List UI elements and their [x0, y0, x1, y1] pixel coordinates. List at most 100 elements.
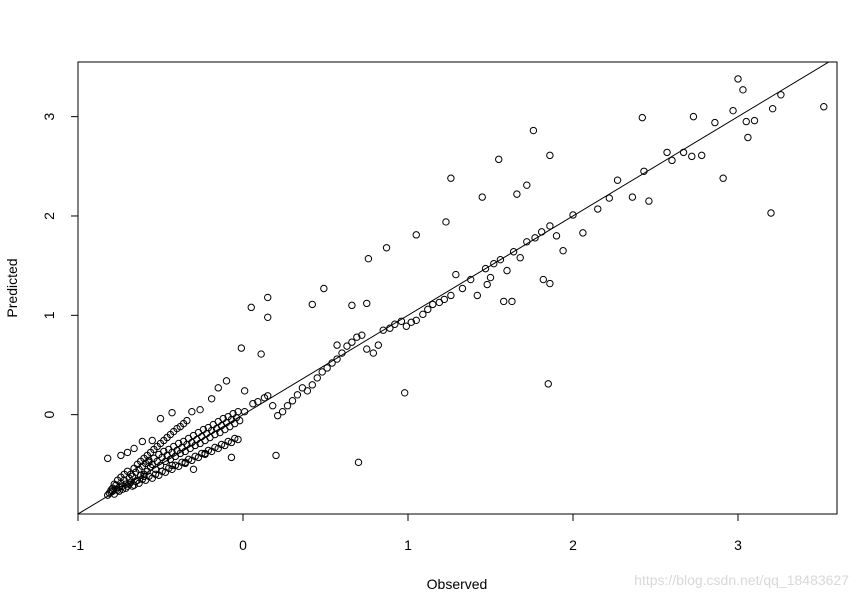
data-point	[407, 318, 415, 326]
data-point	[668, 156, 676, 165]
data-point	[539, 275, 547, 284]
data-point	[458, 284, 467, 293]
data-point	[240, 387, 249, 395]
data-point	[663, 148, 671, 157]
data-point	[486, 273, 495, 282]
data-point	[168, 408, 176, 417]
data-point	[397, 317, 406, 325]
x-tick-label: 1	[404, 537, 412, 553]
data-point	[117, 451, 125, 460]
data-point	[189, 465, 198, 473]
data-point	[264, 392, 272, 400]
data-point	[211, 443, 219, 452]
data-point	[123, 448, 132, 457]
data-point	[447, 291, 455, 300]
x-tick-label: -1	[72, 537, 85, 553]
data-point	[374, 341, 382, 349]
data-point	[364, 254, 373, 263]
data-point	[320, 284, 328, 293]
data-point	[546, 279, 554, 288]
data-point	[379, 326, 387, 334]
data-point	[288, 397, 297, 405]
data-point	[181, 458, 189, 467]
data-point	[645, 197, 653, 205]
data-point	[214, 384, 222, 392]
y-tick-label: 3	[41, 113, 57, 121]
data-point	[178, 458, 186, 467]
data-point	[473, 291, 481, 300]
data-point	[196, 405, 204, 414]
data-point	[249, 400, 257, 408]
data-point	[447, 174, 455, 182]
data-point	[698, 151, 706, 160]
x-tick-label: 2	[569, 537, 577, 553]
data-point	[138, 437, 147, 446]
data-point	[640, 167, 648, 175]
data-point	[391, 320, 399, 328]
data-point	[424, 305, 432, 314]
data-point	[183, 416, 191, 425]
data-point	[579, 229, 587, 237]
data-point	[198, 449, 206, 458]
data-point	[777, 91, 785, 99]
data-point	[348, 301, 356, 310]
data-point	[363, 345, 371, 353]
data-point	[168, 461, 176, 470]
data-point	[552, 232, 561, 240]
data-point	[719, 174, 727, 182]
data-point	[546, 151, 554, 160]
x-tick-label: 3	[734, 537, 742, 553]
data-point	[127, 470, 135, 478]
data-point	[264, 313, 272, 322]
data-point	[283, 402, 292, 410]
data-point	[303, 387, 312, 395]
data-point	[490, 259, 498, 268]
data-point	[130, 444, 138, 453]
data-point	[353, 333, 361, 341]
data-point	[171, 461, 180, 470]
data-point	[269, 402, 277, 410]
data-point	[151, 470, 160, 478]
data-point	[496, 255, 505, 264]
data-point	[742, 117, 750, 126]
data-point	[442, 218, 450, 226]
data-point	[503, 266, 511, 275]
data-point	[254, 398, 262, 406]
data-point	[234, 435, 242, 444]
data-point	[744, 133, 752, 142]
data-point	[546, 222, 554, 230]
data-point	[429, 300, 437, 309]
data-point	[247, 303, 255, 312]
data-point	[224, 437, 232, 446]
x-axis: -1 0 1 2 3	[72, 514, 742, 553]
data-point	[348, 338, 356, 346]
data-point	[158, 467, 166, 475]
data-point	[688, 152, 696, 161]
data-point	[768, 104, 777, 113]
data-point	[513, 190, 521, 198]
data-point	[333, 355, 341, 363]
data-point	[739, 86, 747, 94]
data-point	[508, 297, 516, 306]
data-point	[495, 155, 503, 164]
data-point	[358, 331, 366, 339]
data-point	[638, 113, 646, 122]
y-tick-label: 0	[41, 411, 57, 419]
data-point	[478, 193, 486, 201]
data-point	[207, 395, 216, 403]
data-point	[734, 75, 742, 83]
data-point	[569, 211, 577, 219]
data-point	[820, 103, 828, 111]
data-point	[382, 244, 391, 252]
data-point	[544, 380, 552, 388]
data-point	[729, 106, 737, 115]
plot-frame	[77, 61, 838, 515]
data-point	[354, 458, 363, 467]
data-point	[750, 116, 759, 125]
data-point	[419, 310, 427, 319]
data-point	[338, 349, 346, 357]
data-point	[145, 458, 153, 467]
data-point	[523, 181, 531, 189]
data-point	[137, 471, 145, 479]
data-point	[516, 254, 524, 262]
